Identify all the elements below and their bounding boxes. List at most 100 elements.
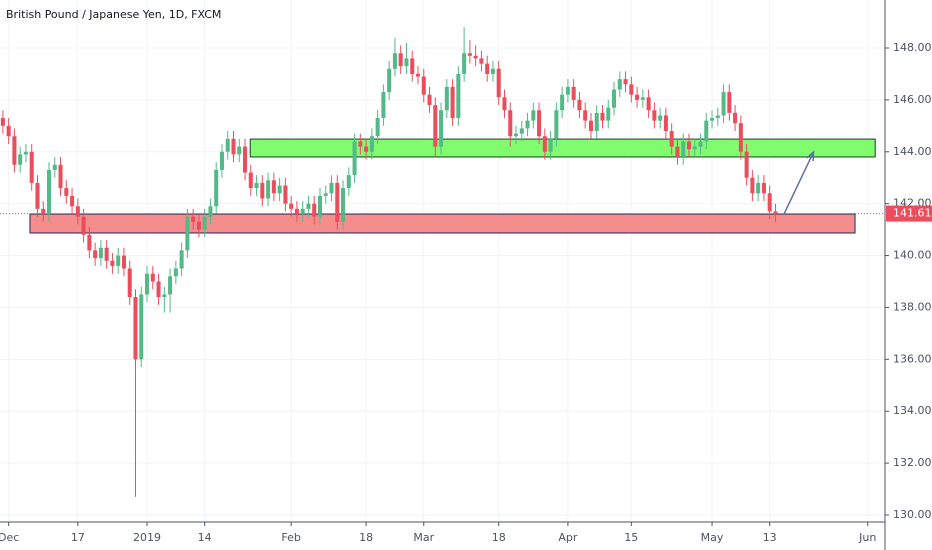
y-tick-label: 144.000	[893, 145, 932, 158]
candle-body	[623, 79, 628, 85]
candle-body	[629, 84, 634, 95]
candle-body	[185, 216, 190, 251]
candle-body	[139, 294, 144, 360]
axes: 130.000 132.000 134.000 136.000 138.000 140.0…	[0, 41, 932, 544]
candle-body	[335, 182, 340, 222]
y-tick-label: 134.000	[893, 404, 932, 417]
candle-body	[606, 107, 611, 121]
candle-body	[70, 195, 75, 207]
candle-body	[421, 76, 426, 95]
candle-body	[410, 58, 415, 74]
candle-body	[588, 120, 593, 132]
candle-body	[525, 120, 530, 129]
candle-body	[612, 89, 617, 108]
candle-body	[600, 112, 605, 121]
grid	[0, 0, 885, 522]
candle-body	[715, 115, 720, 119]
x-tick-label: Apr	[558, 531, 578, 544]
candle-body	[58, 164, 63, 189]
candle-body	[104, 247, 109, 261]
candle-body	[237, 146, 242, 155]
candle-body	[352, 141, 357, 176]
candle-body	[756, 182, 761, 194]
candle-body	[277, 185, 282, 194]
candle-body	[392, 53, 397, 69]
candle-body	[12, 136, 17, 165]
candle-body	[289, 203, 294, 209]
zone	[29, 213, 856, 234]
candle-body	[18, 154, 23, 165]
candle-body	[329, 182, 334, 194]
candle-body	[773, 211, 778, 215]
last-price-label: 141.617	[893, 207, 932, 220]
candle-body	[271, 180, 276, 194]
candle-body	[133, 297, 138, 360]
candle-body	[594, 112, 599, 132]
candle-body	[554, 110, 559, 139]
candle-body	[369, 136, 374, 152]
candle-body	[168, 276, 173, 295]
candle-body	[312, 203, 317, 217]
candle-body	[537, 110, 542, 137]
candle-body	[179, 250, 184, 269]
y-tick-label: 140.000	[893, 249, 932, 262]
y-tick-label: 136.000	[893, 352, 932, 365]
candle-body	[341, 188, 346, 222]
x-tick-label: 14	[198, 531, 212, 544]
candle-body	[721, 92, 726, 116]
candle-body	[462, 53, 467, 74]
candle-body	[583, 110, 588, 121]
candle-body	[208, 206, 213, 217]
candle-body	[358, 141, 363, 147]
y-tick-label: 132.000	[893, 456, 932, 469]
candle-body	[698, 141, 703, 147]
candle-body	[577, 99, 582, 111]
x-tick-label: Jun	[858, 531, 876, 544]
candle-body	[415, 73, 421, 77]
candle-body	[738, 123, 743, 152]
candle-body	[652, 110, 657, 121]
candle-body	[294, 208, 299, 215]
candle-body	[346, 175, 351, 189]
candle-body	[479, 58, 484, 64]
x-tick-label: May	[701, 531, 724, 544]
candle-body	[156, 281, 161, 298]
candle-body	[646, 97, 651, 111]
candle-body	[635, 94, 640, 100]
candle-body	[23, 151, 28, 155]
overlay	[0, 150, 885, 216]
candle-body	[317, 195, 323, 217]
candle-body	[196, 221, 201, 230]
candle-body	[98, 247, 103, 259]
candle-body	[52, 164, 57, 170]
x-tick-label: 2019	[133, 531, 161, 544]
arrow	[782, 151, 815, 216]
candle-body	[127, 268, 132, 298]
candle-body	[35, 182, 40, 209]
candle-body	[710, 118, 715, 121]
candle-body	[744, 151, 749, 178]
x-tick-label: 15	[624, 531, 638, 544]
candle-body	[675, 146, 680, 157]
candle-body	[110, 260, 115, 266]
candle-body	[364, 146, 369, 152]
y-tick-label: 148.000	[893, 41, 932, 54]
candle-body	[450, 86, 455, 119]
candle-body	[571, 86, 576, 100]
candle-body	[439, 110, 444, 147]
candle-body	[173, 268, 178, 277]
x-tick-label: 17	[71, 531, 85, 544]
candle-body	[502, 97, 507, 111]
candle-body	[467, 53, 472, 56]
candle-body	[46, 169, 52, 215]
candle-body	[617, 79, 622, 90]
x-tick-label: 18	[492, 531, 506, 544]
candle-body	[150, 273, 155, 282]
candle-body	[686, 141, 691, 150]
candle-body	[404, 58, 409, 67]
candle-body	[0, 118, 5, 126]
candle-body	[64, 188, 69, 196]
candle-body	[375, 118, 380, 137]
candle-body	[433, 105, 438, 147]
